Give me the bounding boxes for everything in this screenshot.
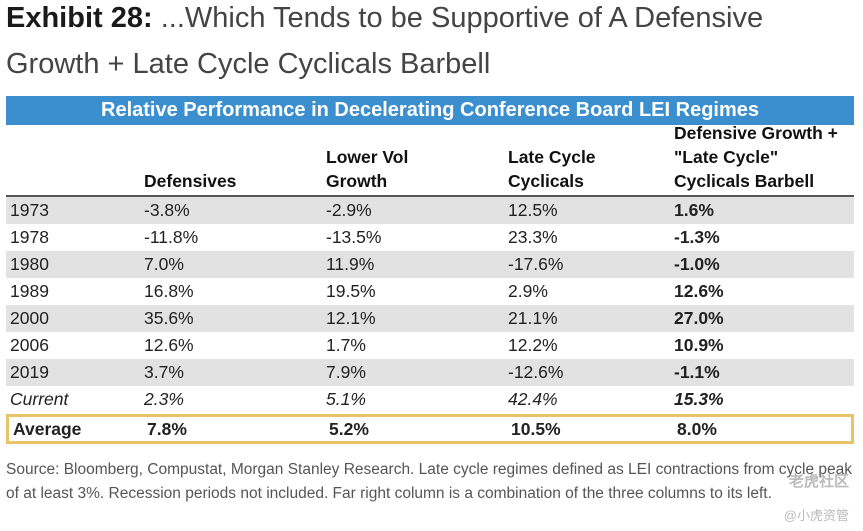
cell-barbell: -1.3% (674, 227, 720, 247)
row-label: 2019 (10, 362, 49, 382)
header-barbell: Defensive Growth + "Late Cycle" Cyclical… (674, 121, 838, 193)
cell-lower-vol-growth: 11.9% (326, 254, 375, 274)
cell-late-cycle-cyclicals: 10.5% (511, 419, 561, 439)
row-label: 1978 (10, 227, 49, 247)
cell-lower-vol-growth: 19.5% (326, 281, 376, 301)
header-late-cycle-cyclicals: Late Cycle Cyclicals (508, 145, 596, 193)
header-lower-vol-growth-line2: Growth (326, 171, 388, 191)
cell-late-cycle-cyclicals: -17.6% (508, 254, 564, 274)
header-late-cycle-line1: Late Cycle (508, 147, 596, 167)
table-row: 2019 3.7% 7.9% -12.6% -1.1% (6, 359, 854, 386)
cell-defensives: 12.6% (144, 335, 194, 355)
cell-defensives: 2.3% (144, 389, 184, 409)
cell-defensives: 7.8% (147, 419, 187, 439)
table-row: 1989 16.8% 19.5% 2.9% 12.6% (6, 278, 854, 305)
watermark-community: 老虎社区 (788, 473, 849, 490)
header-defensives-text: Defensives (144, 171, 237, 191)
row-label: Average (13, 419, 82, 439)
header-barbell-line2: "Late Cycle" (674, 147, 779, 167)
cell-lower-vol-growth: 5.1% (326, 389, 366, 409)
table-header: Defensives Lower Vol Growth Late Cycle C… (6, 123, 854, 197)
cell-defensives: -11.8% (144, 227, 199, 247)
header-lower-vol-growth-line1: Lower Vol (326, 147, 409, 167)
table-banner: Relative Performance in Decelerating Con… (6, 96, 854, 125)
cell-defensives: 16.8% (144, 281, 194, 301)
cell-defensives: 7.0% (144, 254, 184, 274)
cell-late-cycle-cyclicals: 23.3% (508, 227, 558, 247)
cell-late-cycle-cyclicals: 42.4% (508, 389, 558, 409)
cell-late-cycle-cyclicals: 21.1% (508, 308, 558, 328)
cell-defensives: -3.8% (144, 200, 190, 220)
cell-barbell: 15.3% (674, 389, 724, 409)
cell-barbell: 1.6% (674, 200, 714, 220)
cell-barbell: 27.0% (674, 308, 724, 328)
cell-lower-vol-growth: -13.5% (326, 227, 382, 247)
cell-lower-vol-growth: 7.9% (326, 362, 366, 382)
row-label: 1989 (10, 281, 49, 301)
header-lower-vol-growth: Lower Vol Growth (326, 145, 408, 193)
cell-defensives: 3.7% (144, 362, 184, 382)
table-row: 2006 12.6% 1.7% 12.2% 10.9% (6, 332, 854, 359)
exhibit-title: Exhibit 28: ...Which Tends to be Support… (6, 0, 856, 84)
row-label: 1980 (10, 254, 49, 274)
header-barbell-line3: Cyclicals Barbell (674, 171, 815, 191)
cell-lower-vol-growth: 12.1% (326, 308, 376, 328)
cell-barbell: 10.9% (674, 335, 724, 355)
row-label: Current (10, 389, 69, 409)
row-label: 1973 (10, 200, 49, 220)
cell-late-cycle-cyclicals: -12.6% (508, 362, 564, 382)
table-row-average: Average 7.8% 5.2% 10.5% 8.0% (6, 414, 854, 444)
header-barbell-line1: Defensive Growth + (674, 123, 838, 143)
table-row: 1980 7.0% 11.9% -17.6% -1.0% (6, 251, 854, 278)
watermark-handle: @小虎资管 (783, 508, 849, 523)
cell-lower-vol-growth: -2.9% (326, 200, 372, 220)
performance-table: Relative Performance in Decelerating Con… (6, 96, 854, 444)
cell-late-cycle-cyclicals: 12.2% (508, 335, 558, 355)
table-row-current: Current 2.3% 5.1% 42.4% 15.3% (6, 386, 854, 413)
cell-barbell: -1.0% (674, 254, 720, 274)
cell-defensives: 35.6% (144, 308, 194, 328)
table-row: 1978 -11.8% -13.5% 23.3% -1.3% (6, 224, 854, 251)
table-row: 2000 35.6% 12.1% 21.1% 27.0% (6, 305, 854, 332)
title-line-1: Exhibit 28: ...Which Tends to be Support… (6, 0, 856, 36)
cell-barbell: 12.6% (674, 281, 724, 301)
header-defensives: Defensives (144, 169, 236, 193)
cell-lower-vol-growth: 1.7% (326, 335, 366, 355)
cell-barbell: 8.0% (677, 419, 717, 439)
title-line-2: Growth + Late Cycle Cyclicals Barbell (6, 48, 491, 80)
cell-late-cycle-cyclicals: 12.5% (508, 200, 558, 220)
row-label: 2000 (10, 308, 49, 328)
table-row: 1973 -3.8% -2.9% 12.5% 1.6% (6, 197, 854, 224)
cell-lower-vol-growth: 5.2% (329, 419, 369, 439)
row-label: 2006 (10, 335, 49, 355)
header-late-cycle-line2: Cyclicals (508, 171, 584, 191)
title-text-1: ...Which Tends to be Supportive of A Def… (160, 2, 764, 34)
exhibit-number: Exhibit 28: (6, 2, 153, 34)
source-note: Source: Bloomberg, Compustat, Morgan Sta… (6, 461, 853, 502)
cell-barbell: -1.1% (674, 362, 720, 382)
cell-late-cycle-cyclicals: 2.9% (508, 281, 548, 301)
